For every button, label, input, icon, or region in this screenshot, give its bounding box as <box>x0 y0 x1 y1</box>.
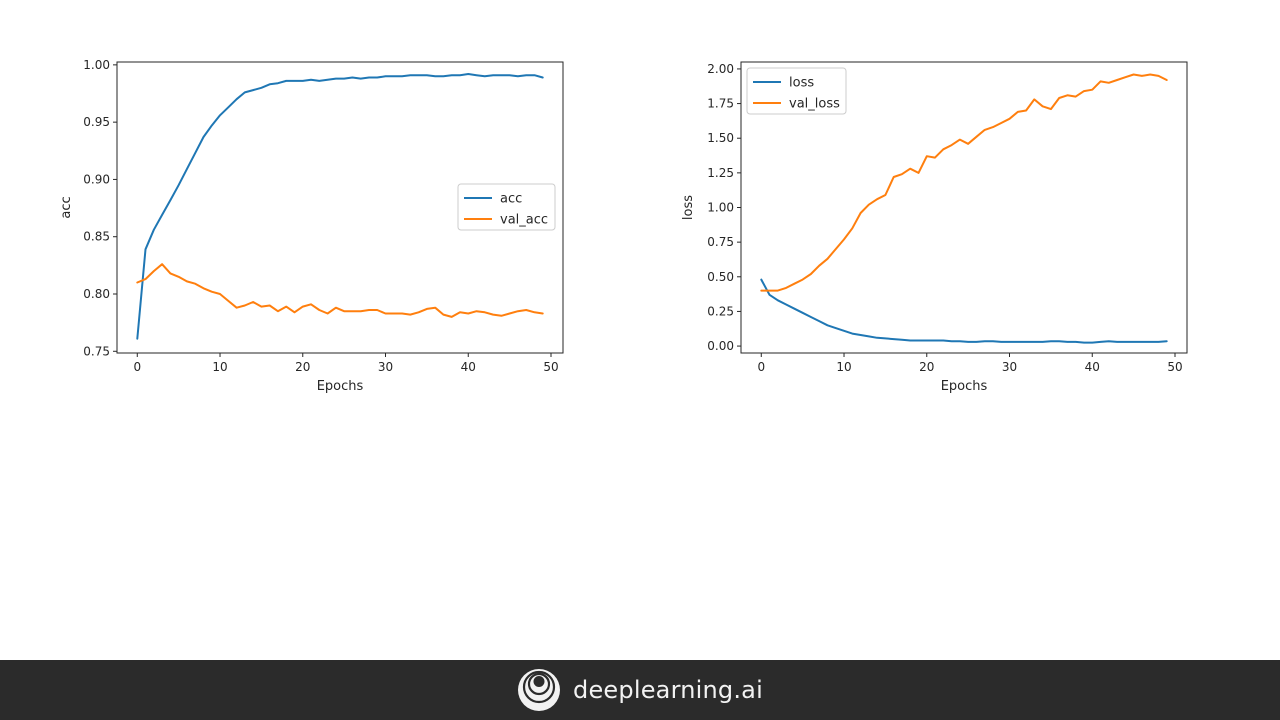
plot-frame <box>116 61 564 354</box>
deeplearning-logo-icon <box>518 669 561 711</box>
x-axis-label: Epochs <box>317 379 364 394</box>
loss-chart: 0 10 20 30 40 50 0.00 0.25 0.50 0.75 1.00 1.25 1.50 1… <box>681 61 1188 394</box>
x-tick-label: 50 <box>543 360 558 374</box>
x-tick-label: 30 <box>378 360 393 374</box>
y-tick-label: 0.00 <box>707 339 734 353</box>
slide: 0 10 20 30 40 50 0.75 0.80 0.85 0.90 0.95 1.00 Epoch… <box>59 57 1188 394</box>
x-axis-label: Epochs <box>941 379 988 394</box>
x-tick-label: 50 <box>1167 360 1182 374</box>
y-tick-label: 1.00 <box>83 58 110 72</box>
y-tick-label: 2.00 <box>707 62 734 76</box>
y-tick-label: 0.85 <box>83 230 110 244</box>
x-tick-label: 20 <box>295 360 310 374</box>
y-axis-label: acc <box>59 196 74 218</box>
legend: acc val_acc <box>457 183 556 231</box>
series-line-acc <box>136 73 544 340</box>
accuracy-chart: 0 10 20 30 40 50 0.75 0.80 0.85 0.90 0.95 1.00 Epoch… <box>59 58 564 394</box>
y-tick-label: 1.50 <box>707 131 734 145</box>
y-tick-label: 0.75 <box>83 344 110 358</box>
y-tick-label: 1.00 <box>707 201 734 215</box>
x-tick-label: 0 <box>133 360 141 374</box>
y-tick-label: 0.75 <box>707 235 734 249</box>
x-tick-label: 0 <box>757 360 765 374</box>
series-line-val-acc <box>136 263 544 318</box>
x-tick-label: 30 <box>1002 360 1017 374</box>
plot-frame <box>740 61 1188 354</box>
x-tick-label: 10 <box>836 360 851 374</box>
y-tick-label: 0.50 <box>707 270 734 284</box>
x-tick-label: 40 <box>461 360 476 374</box>
y-tick-label: 1.75 <box>707 97 734 111</box>
legend-label: loss <box>789 76 814 91</box>
legend-label: val_loss <box>789 97 840 112</box>
x-tick-label: 20 <box>919 360 934 374</box>
y-tick-label: 0.95 <box>83 115 110 129</box>
legend-label: acc <box>500 192 522 207</box>
y-tick-label: 0.90 <box>83 172 110 186</box>
legend-label: val_acc <box>500 213 548 228</box>
x-tick-label: 10 <box>212 360 227 374</box>
brand-name: deeplearning.ai <box>573 676 763 704</box>
series-line-loss <box>760 278 1168 344</box>
y-tick-label: 0.25 <box>707 304 734 318</box>
brand: deeplearning.ai <box>517 668 763 712</box>
legend: loss val_loss <box>746 67 847 115</box>
series-line-val-loss <box>760 73 1168 292</box>
y-axis-label: loss <box>681 195 696 220</box>
y-tick-label: 0.80 <box>83 287 110 301</box>
footer-bar: deeplearning.ai <box>0 660 1280 720</box>
x-tick-label: 40 <box>1085 360 1100 374</box>
y-tick-label: 1.25 <box>707 166 734 180</box>
